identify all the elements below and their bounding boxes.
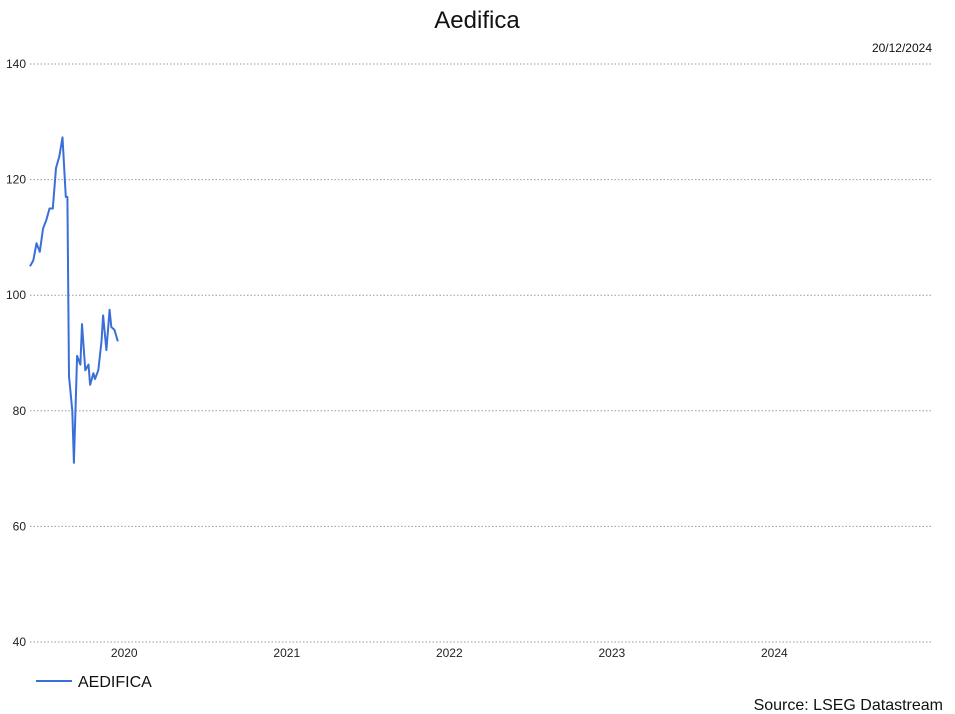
legend: AEDIFICA: [36, 674, 152, 691]
y-tick-label: 80: [13, 404, 27, 418]
source-note: Source: LSEG Datastream: [754, 697, 943, 714]
y-tick-label: 140: [6, 57, 26, 71]
y-tick-label: 60: [13, 519, 27, 533]
x-tick-label: 2022: [436, 646, 463, 660]
as-of-date: 20/12/2024: [872, 41, 932, 55]
legend-label-aedifica: AEDIFICA: [78, 674, 152, 691]
x-tick-label: 2020: [111, 646, 138, 660]
series-layer: [29, 136, 119, 464]
y-tick-label: 100: [6, 288, 26, 302]
y-tick-label: 120: [6, 173, 26, 187]
x-tick-label: 2024: [761, 646, 788, 660]
y-tick-label: 40: [13, 635, 27, 649]
series-line-aedifica: [29, 136, 119, 464]
gridlines: [30, 63, 932, 643]
x-axis-ticks: 2020 2021 2022 2023 2024: [111, 646, 788, 660]
x-tick-label: 2023: [598, 646, 625, 660]
x-tick-label: 2021: [273, 646, 300, 660]
chart-title: Aedifica: [434, 7, 520, 34]
y-axis-ticks: 40 60 80 100 120 140: [6, 57, 26, 649]
